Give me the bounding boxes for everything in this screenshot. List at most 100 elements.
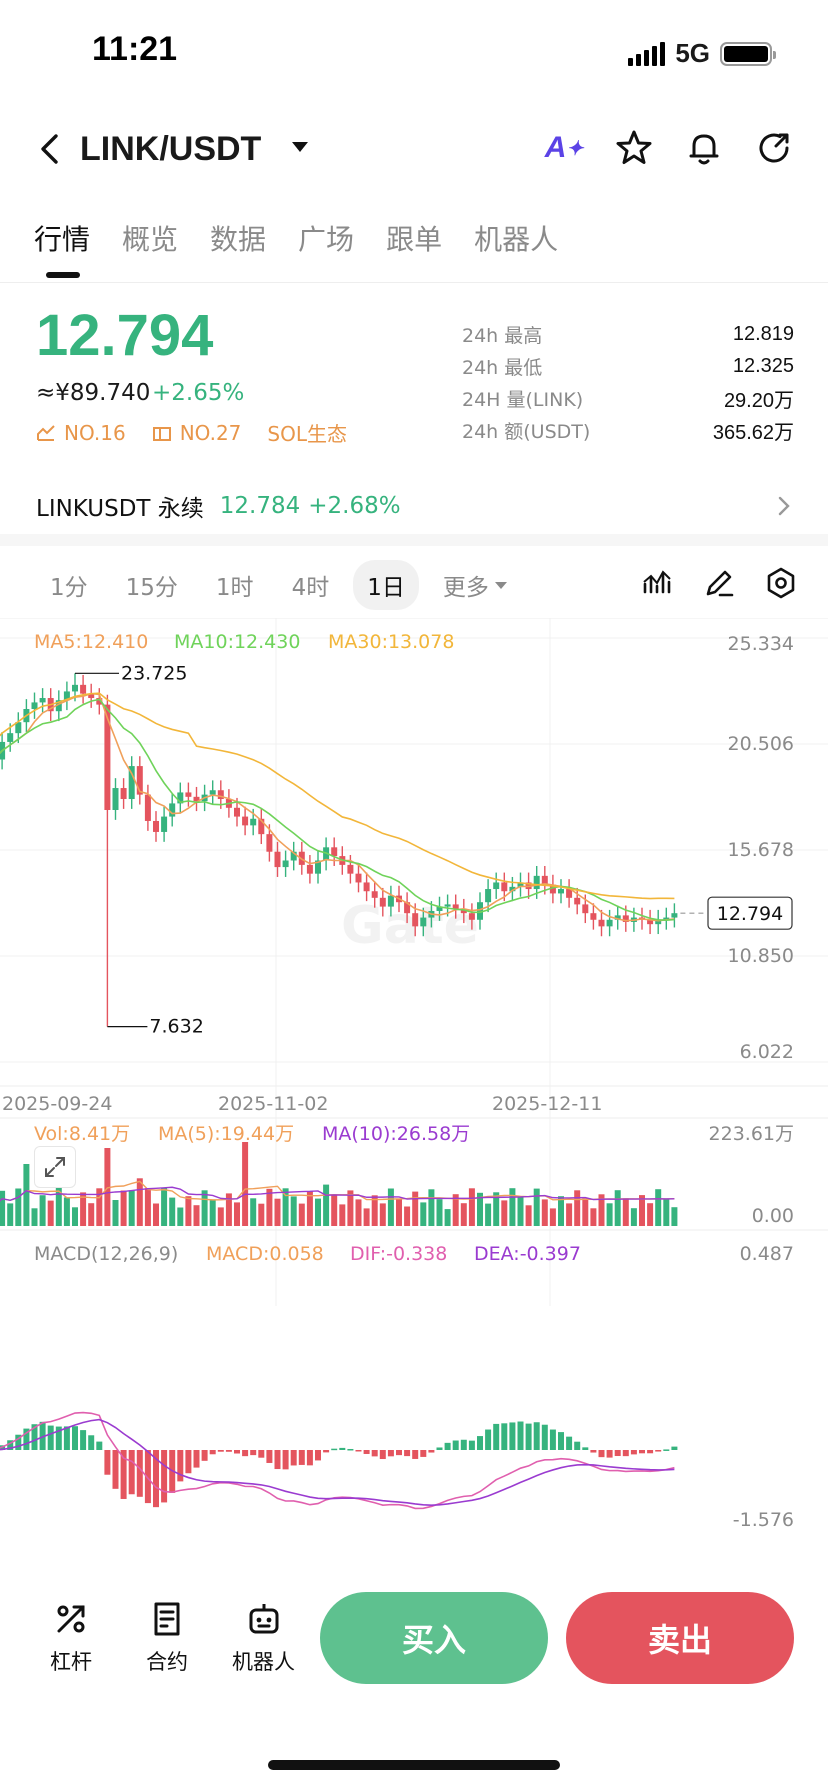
candle-body [485, 889, 492, 903]
divider [0, 282, 828, 283]
interval-more[interactable]: 更多 [429, 560, 521, 610]
bell-icon[interactable] [684, 128, 724, 168]
interval-1d[interactable]: 1日 [353, 560, 419, 610]
macd-bar [217, 1450, 224, 1452]
macd-bar [185, 1450, 192, 1474]
macd-bar [225, 1450, 232, 1452]
volume-bar [647, 1203, 654, 1226]
volume-bar [347, 1190, 354, 1226]
macd-bar [541, 1424, 548, 1450]
candle-body [477, 902, 483, 920]
rank-label: NO.16 [64, 420, 126, 445]
candle-body [234, 807, 240, 817]
candle-body [671, 913, 678, 918]
candle-body [120, 788, 127, 800]
macd-bar [509, 1422, 516, 1450]
macd-bar [452, 1440, 459, 1450]
macd-bar [493, 1423, 500, 1450]
chart-area[interactable]: Gate MA5:12.410 MA10:12.430 MA30:13.078 25.3… [0, 618, 828, 1558]
ecosystem-tag[interactable]: SOL生态 [267, 418, 347, 447]
macd-bar [671, 1446, 678, 1450]
volume-bar [23, 1164, 30, 1226]
buy-button[interactable]: 买入 [320, 1592, 548, 1684]
rank-row: NO.16 NO.27 SOL生态 [36, 418, 347, 447]
volume-bar [541, 1199, 548, 1226]
back-icon[interactable] [34, 132, 68, 166]
star-icon[interactable] [614, 128, 654, 168]
volume-bar [525, 1205, 532, 1226]
macd-bar [412, 1450, 419, 1459]
tab-bots[interactable]: 机器人 [474, 223, 559, 256]
macd-bar [590, 1450, 597, 1453]
interval-4h[interactable]: 4时 [291, 575, 330, 601]
macd-bar [323, 1450, 330, 1453]
draw-icon[interactable] [702, 566, 736, 600]
tab-overview[interactable]: 概览 [122, 223, 179, 256]
macd-bar [274, 1450, 281, 1470]
tab-square[interactable]: 广场 [298, 223, 355, 256]
last-price-tag-label: 12.794 [717, 903, 783, 925]
margin-button[interactable]: 杠杆 [50, 1600, 92, 1676]
interval-1h[interactable]: 1时 [215, 575, 254, 601]
indicator-icon[interactable] [640, 566, 674, 600]
candle-body [663, 917, 670, 920]
candle-body [290, 851, 297, 861]
pair-title[interactable]: LINK/USDT [80, 130, 262, 168]
ma30-line [0, 692, 675, 900]
stat-turnover: 24h 额(USDT) 365.62万 [462, 414, 794, 446]
interval-15m[interactable]: 15分 [125, 575, 178, 601]
bot-button[interactable]: 机器人 [232, 1600, 295, 1676]
tab-market[interactable]: 行情 [34, 218, 90, 278]
volume-bar [242, 1142, 249, 1226]
stat-label: 24h 最低 [462, 356, 543, 379]
rank-market-cap[interactable]: NO.16 [36, 421, 126, 445]
volume-bar [622, 1198, 629, 1226]
nav-actions: A ✦ [544, 128, 794, 168]
volume-bar [428, 1189, 435, 1226]
candle-body [88, 693, 95, 699]
futures-button[interactable]: 合约 [146, 1600, 188, 1676]
macd-bar [404, 1450, 411, 1457]
macd-bar [144, 1450, 151, 1504]
candle-body [371, 891, 378, 898]
legend-macd-title: MACD(12,26,9) [34, 1243, 178, 1265]
volume-bar [153, 1203, 159, 1226]
tab-data[interactable]: 数据 [210, 223, 267, 256]
tab-copy-trade[interactable]: 跟单 [386, 223, 443, 256]
pair-dropdown-icon[interactable] [292, 142, 308, 152]
macd-bar [477, 1436, 483, 1450]
perpetual-link[interactable]: LINKUSDT 永续 12.784 +2.68% [0, 478, 828, 534]
candle-body [266, 834, 273, 852]
interval-1m[interactable]: 1分 [50, 575, 88, 601]
chevron-right-icon [778, 496, 790, 516]
volume-bar [493, 1192, 500, 1226]
stat-label: 24H 量(LINK) [462, 388, 584, 411]
volume-bar [404, 1206, 411, 1226]
settings-icon[interactable] [764, 566, 798, 600]
volume-bar [266, 1188, 273, 1226]
macd-bar [566, 1436, 573, 1450]
candle-body [209, 790, 216, 795]
share-icon[interactable] [754, 128, 794, 168]
macd-bar [379, 1450, 386, 1460]
candle-body [153, 820, 159, 832]
volume-bar [80, 1192, 87, 1226]
x-tick-label: 2025-12-11 [492, 1093, 602, 1115]
expand-chart-button[interactable] [34, 1146, 76, 1188]
candle-body [31, 702, 38, 710]
ai-icon[interactable]: A ✦ [544, 131, 584, 164]
macd-bar [501, 1423, 508, 1450]
volume-bar [606, 1203, 613, 1226]
candle-body [347, 864, 354, 874]
volume-bar [104, 1148, 111, 1226]
volume-bar [436, 1199, 443, 1226]
volume-bar [298, 1203, 305, 1226]
volume-bar [315, 1198, 321, 1226]
rank-category[interactable]: NO.27 [152, 421, 241, 445]
macd-bar [598, 1450, 605, 1458]
volume-bar [444, 1209, 451, 1226]
sell-button[interactable]: 卖出 [566, 1592, 794, 1684]
volume-bar [630, 1208, 637, 1226]
macd-bar [15, 1434, 22, 1450]
